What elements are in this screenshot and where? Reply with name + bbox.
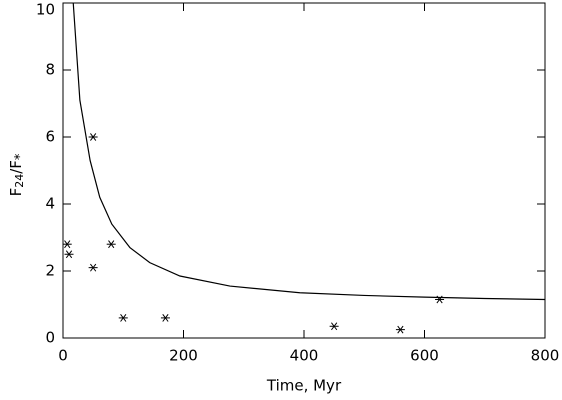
x-tick-label: 0	[58, 347, 68, 365]
asterisk-stroke	[90, 263, 97, 272]
asterisk-point	[88, 263, 98, 272]
asterisk-stroke	[120, 313, 127, 322]
asterisk-stroke	[331, 322, 338, 331]
y-tick-label: 0	[45, 329, 55, 347]
y-label-part: 24	[13, 174, 26, 188]
asterisk-point	[329, 322, 339, 331]
y-label-part: /F	[7, 160, 25, 174]
x-axis-label: Time, Myr	[266, 377, 342, 395]
x-tick-label: 200	[169, 347, 198, 365]
x-tick-label: 800	[531, 347, 560, 365]
y-tick-label: 4	[45, 195, 55, 213]
model-curve	[72, 2, 546, 301]
y-tick-label: 8	[45, 61, 55, 79]
y-tick-label: 10	[36, 1, 55, 19]
asterisk-point	[64, 250, 74, 259]
asterisk-point	[106, 240, 116, 249]
y-tick-label: 2	[45, 262, 55, 280]
asterisk-stroke	[64, 240, 71, 249]
asterisk-point	[395, 325, 405, 334]
plot-frame	[62, 2, 546, 339]
x-tick-label: 600	[410, 347, 439, 365]
asterisk-stroke	[397, 325, 404, 334]
y-label-part: *	[13, 153, 28, 160]
asterisk-point	[118, 313, 128, 322]
x-tick-label: 400	[290, 347, 319, 365]
asterisk-stroke	[162, 313, 169, 322]
y-tick-label: 6	[45, 128, 55, 146]
asterisk-stroke	[108, 240, 115, 249]
asterisk-stroke	[90, 133, 97, 141]
y-axis-label: F24/F*	[7, 153, 28, 196]
y-label-part: F	[7, 188, 25, 197]
asterisk-point	[88, 133, 98, 141]
asterisk-point	[62, 240, 72, 249]
asterisk-stroke	[65, 250, 73, 259]
asterisk-point	[160, 313, 170, 322]
